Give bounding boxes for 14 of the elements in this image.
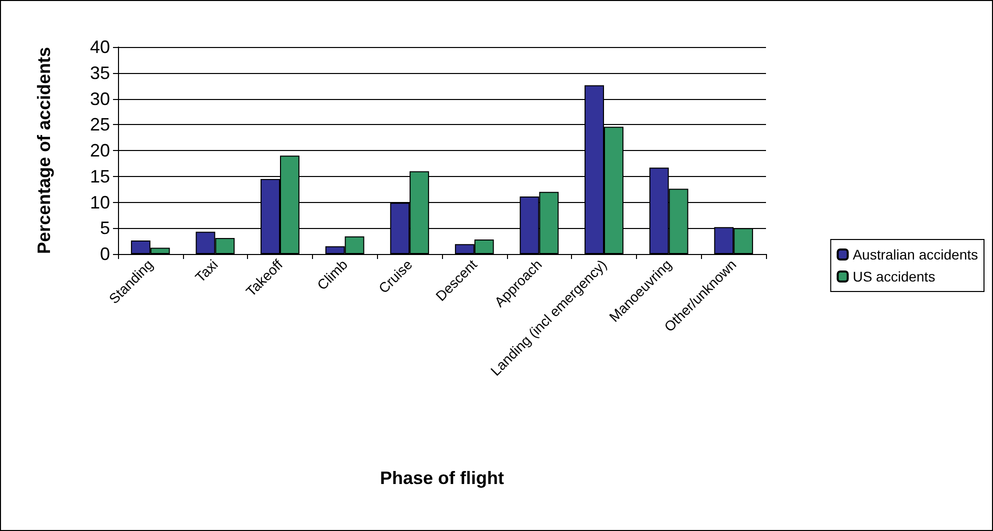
y-tick-label: 25 xyxy=(90,114,110,135)
y-tick-label: 5 xyxy=(100,218,110,238)
y-tick-label: 15 xyxy=(90,166,110,186)
y-tick-label: 40 xyxy=(90,37,110,57)
y-tick-label: 0 xyxy=(100,244,110,264)
y-tick-label: 10 xyxy=(90,192,110,212)
x-axis-title: Phase of flight xyxy=(380,468,504,488)
y-tick-label: 35 xyxy=(90,62,110,83)
legend-label: Australian accidents xyxy=(852,246,978,262)
x-tick-label: Taxi xyxy=(192,256,221,286)
y-tick-label: 30 xyxy=(90,88,110,109)
legend-label: US accidents xyxy=(852,268,936,284)
y-tick-label: 20 xyxy=(90,140,110,160)
y-axis-title: Percentage of accidents xyxy=(34,46,54,254)
